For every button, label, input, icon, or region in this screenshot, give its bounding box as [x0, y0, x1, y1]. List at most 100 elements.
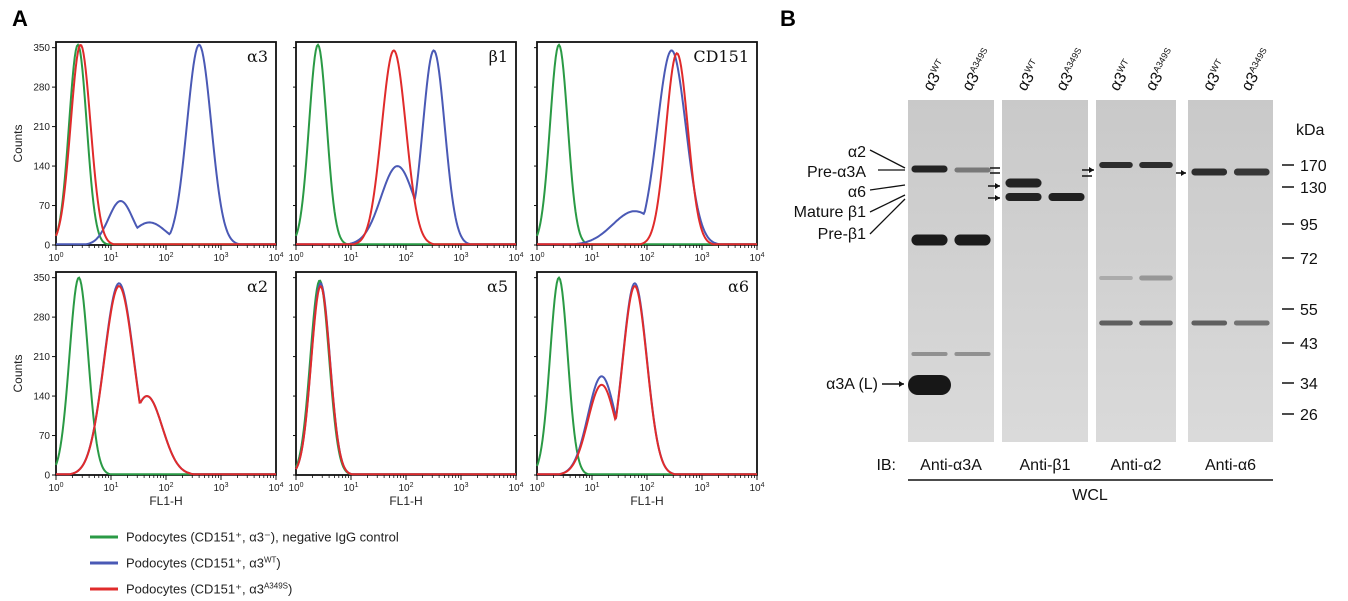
- x-tick-base: 10: [158, 483, 170, 494]
- histogram-series-wt: [295, 282, 516, 476]
- western-blot-panel: α3WTα3A349Sα3WTα3A349Sα3WTα3A349Sα3WTα3A…: [794, 46, 1327, 504]
- blot-band: [908, 375, 951, 395]
- y-tick-label: 210: [33, 352, 50, 363]
- band-label: Pre-β1: [818, 226, 866, 243]
- lane-sup: A349S: [1061, 46, 1083, 74]
- x-tick-exp: 2: [170, 482, 174, 489]
- x-axis-label: FL1-H: [630, 494, 663, 508]
- lane-base: α3: [1238, 70, 1262, 94]
- histogram-series-a349s: [295, 285, 516, 476]
- histogram-series-negative: [55, 276, 276, 476]
- wcl-label: WCL: [1072, 487, 1108, 504]
- y-tick-label: 280: [33, 83, 50, 94]
- blot-band: [911, 352, 948, 356]
- x-tick-base: 10: [268, 253, 280, 264]
- band-connector: [869, 194, 906, 213]
- mw-marker-label: 55: [1300, 302, 1318, 319]
- legend-tail: ): [276, 556, 280, 571]
- x-tick-exp: 0: [300, 482, 304, 489]
- x-tick-base: 10: [103, 253, 115, 264]
- mw-marker-label: 95: [1300, 217, 1318, 234]
- x-tick-label: 102: [398, 252, 413, 264]
- lane-header: α3A349S: [958, 46, 996, 94]
- x-tick-label: 103: [213, 252, 228, 264]
- lane-base: α3: [1200, 70, 1224, 94]
- x-tick-exp: 1: [596, 482, 600, 489]
- x-tick-base: 10: [213, 483, 225, 494]
- histogram-marker-label: α2: [247, 277, 268, 296]
- legend-entry-wt: Podocytes (CD151⁺, α3WT): [126, 556, 281, 571]
- x-axis-label: FL1-H: [389, 494, 422, 508]
- x-tick-exp: 0: [541, 252, 545, 259]
- x-tick-label: 102: [639, 482, 654, 494]
- x-tick-exp: 4: [280, 482, 284, 489]
- lane-base: α3: [1053, 70, 1077, 94]
- x-tick-exp: 1: [355, 252, 359, 259]
- x-tick-label: 103: [694, 482, 709, 494]
- x-tick-exp: 2: [170, 252, 174, 259]
- histogram-series-a349s: [55, 43, 276, 246]
- x-tick-exp: 1: [115, 482, 119, 489]
- lane-sup: WT: [928, 57, 944, 75]
- x-tick-label: 100: [288, 252, 303, 264]
- lane-sup: A349S: [1151, 46, 1173, 74]
- y-tick-label: 140: [33, 392, 50, 403]
- lane-sup: WT: [1208, 57, 1224, 75]
- histogram-series-a349s: [537, 284, 757, 476]
- blot-band: [1048, 193, 1085, 201]
- blot-band: [954, 352, 991, 356]
- histogram-marker-label: α5: [487, 277, 508, 296]
- x-tick-base: 10: [158, 253, 170, 264]
- x-tick-base: 10: [103, 483, 115, 494]
- lane-base: α3: [1143, 70, 1167, 94]
- arrow-head: [1089, 167, 1094, 173]
- histogram-marker-label: β1: [489, 47, 508, 66]
- y-tick-label: 350: [33, 43, 50, 54]
- x-tick-base: 10: [584, 483, 596, 494]
- lane-header: α3WT: [919, 57, 951, 94]
- x-tick-label: 104: [268, 482, 283, 494]
- band-label: α2: [848, 144, 866, 161]
- lane-header: α3A349S: [1142, 46, 1180, 94]
- blot-antibody-label: Anti-α2: [1110, 457, 1161, 474]
- lane-base: α3: [920, 70, 944, 94]
- x-tick-base: 10: [453, 253, 465, 264]
- band-connector: [869, 184, 906, 191]
- x-tick-label: 104: [749, 252, 764, 264]
- x-tick-base: 10: [288, 253, 300, 264]
- lane-base: α3: [959, 70, 983, 94]
- x-tick-label: 104: [268, 252, 283, 264]
- blot-antibody-label: Anti-α3A: [920, 457, 982, 474]
- lane-header: α3A349S: [1052, 46, 1090, 94]
- x-tick-exp: 0: [60, 482, 64, 489]
- x-tick-base: 10: [749, 483, 761, 494]
- legend-entry-negative: Podocytes (CD151⁺, α3⁻), negative IgG co…: [126, 530, 399, 545]
- y-tick-label: 350: [33, 273, 50, 284]
- band-label: Pre-α3A: [807, 164, 866, 181]
- x-tick-label: 102: [398, 482, 413, 494]
- histogram-series-negative: [536, 276, 757, 476]
- blot-antibody-label: Anti-α6: [1205, 457, 1256, 474]
- mw-marker-label: 26: [1300, 407, 1318, 424]
- x-tick-label: 100: [529, 482, 544, 494]
- blot-band: [1099, 320, 1133, 326]
- blot-band: [954, 167, 991, 173]
- band-label: α6: [848, 184, 866, 201]
- x-tick-base: 10: [343, 483, 355, 494]
- x-tick-base: 10: [398, 253, 410, 264]
- y-tick-label: 280: [33, 313, 50, 324]
- x-tick-base: 10: [639, 483, 651, 494]
- histogram-series-negative: [536, 43, 757, 246]
- panel-b-label: B: [780, 6, 796, 31]
- x-tick-base: 10: [398, 483, 410, 494]
- x-tick-exp: 4: [761, 482, 765, 489]
- mw-marker-label: 34: [1300, 376, 1318, 393]
- x-tick-exp: 3: [225, 252, 229, 259]
- lane-sup: A349S: [967, 46, 989, 74]
- x-tick-base: 10: [694, 253, 706, 264]
- lane-header: α3WT: [1106, 57, 1138, 94]
- arrow-head: [995, 195, 1000, 201]
- mw-marker-label: 130: [1300, 180, 1327, 197]
